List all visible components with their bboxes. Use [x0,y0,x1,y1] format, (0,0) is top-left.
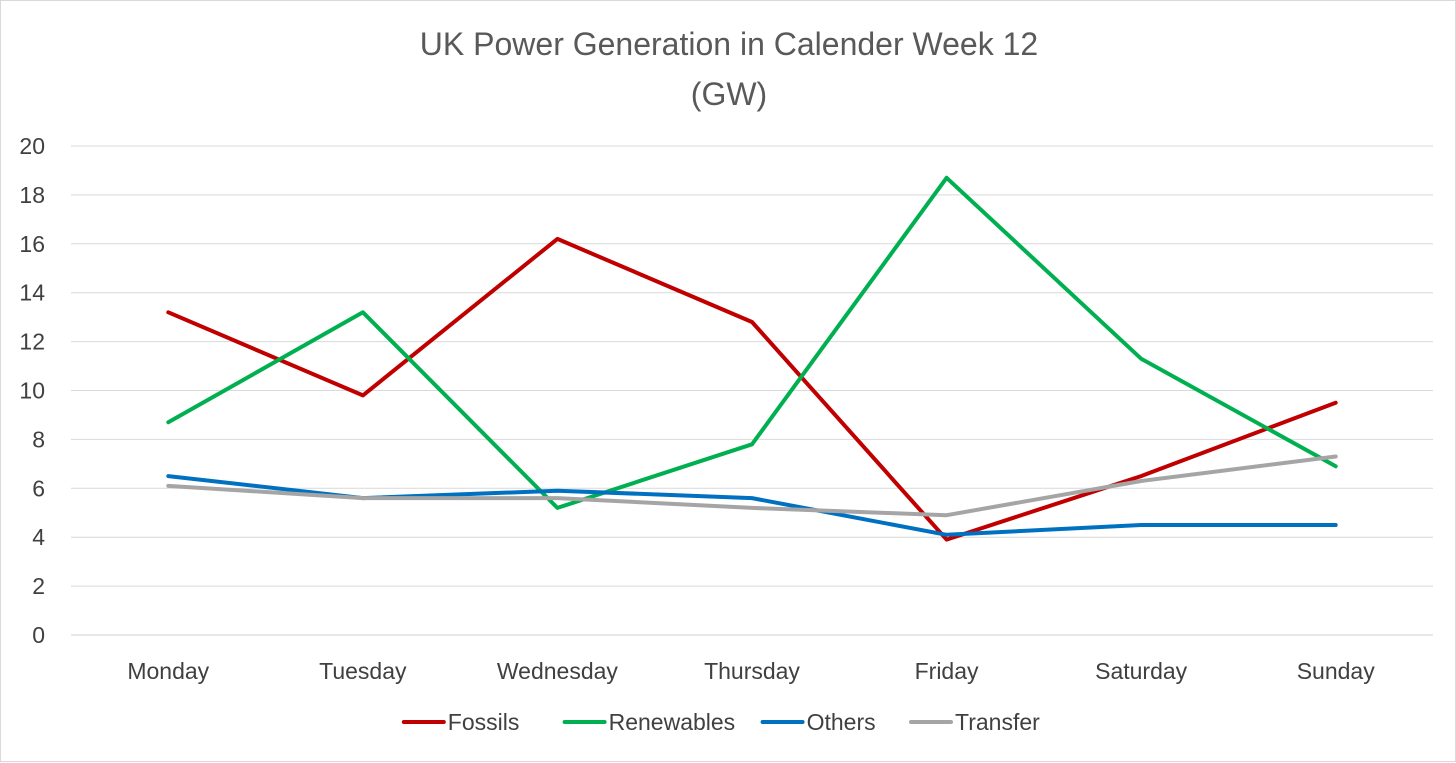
x-tick-label: Thursday [704,658,800,684]
gridlines [71,145,1433,636]
y-tick-label: 12 [19,329,45,355]
y-tick-label: 10 [19,378,45,404]
x-tick-label: Monday [127,658,209,684]
y-axis: 0 2 4 6 8 10 12 14 16 18 20 [19,133,45,648]
legend-label: Others [807,709,876,735]
x-tick-label: Friday [915,658,979,684]
chart-title-line-2: (GW) [691,76,767,112]
y-tick-label: 8 [32,426,45,452]
y-tick-label: 18 [19,182,45,208]
y-tick-label: 0 [32,622,45,648]
legend: Fossils Renewables Others Transfer [401,709,1040,735]
legend-label: Fossils [448,709,520,735]
series-line-transfer [166,454,1338,518]
legend-item-others: Others [760,709,876,735]
x-tick-label: Tuesday [319,658,407,684]
legend-item-fossils: Fossils [401,709,520,735]
x-axis: Monday Tuesday Wednesday Thursday Friday Satu… [127,658,1375,684]
y-tick-label: 4 [32,524,45,550]
y-tick-label: 2 [32,573,45,599]
y-tick-label: 6 [32,475,45,501]
series-line-fossils [166,236,1338,542]
x-tick-label: Wednesday [497,658,619,684]
legend-item-renewables: Renewables [562,709,736,735]
x-tick-label: Sunday [1297,658,1376,684]
legend-item-transfer: Transfer [909,709,1040,735]
series-lines [166,175,1338,542]
y-tick-label: 20 [19,133,45,159]
x-tick-label: Saturday [1095,658,1188,684]
legend-label: Renewables [609,709,736,735]
chart-title-line-1: UK Power Generation in Calender Week 12 [420,26,1038,62]
legend-label: Transfer [955,709,1040,735]
series-line-renewables [166,175,1338,510]
y-tick-label: 14 [19,280,45,306]
y-tick-label: 16 [19,231,45,257]
series-line-others [166,474,1338,537]
